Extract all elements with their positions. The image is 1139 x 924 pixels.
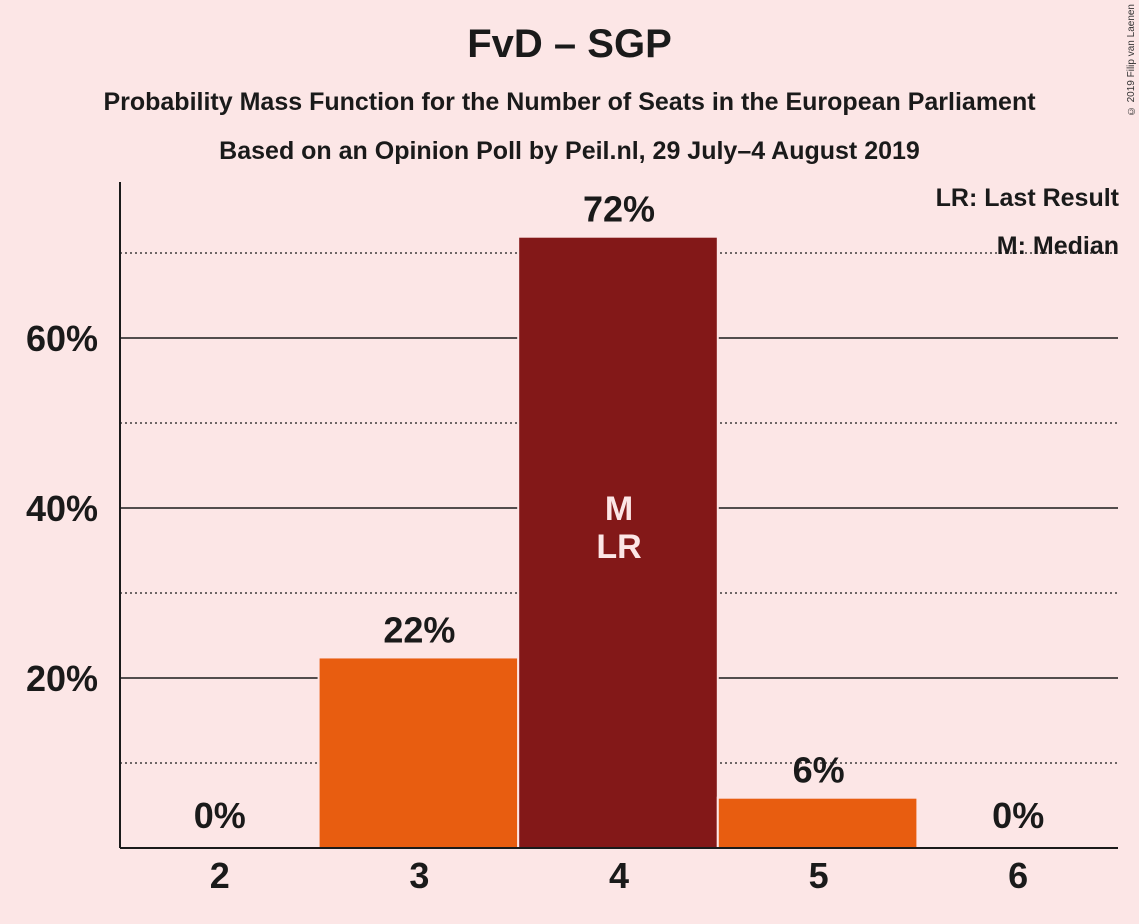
chart-subtitle-source: Based on an Opinion Poll by Peil.nl, 29 … (219, 137, 920, 165)
legend-median: M: Median (996, 232, 1119, 260)
bar-4 (519, 237, 717, 848)
chart-subtitle: Probability Mass Function for the Number… (103, 88, 1036, 116)
y-tick-label: 40% (26, 488, 98, 529)
bar-5 (718, 798, 917, 848)
bar-3 (319, 658, 518, 848)
bar-inner-label: M (605, 490, 633, 528)
data-label: 0% (194, 795, 246, 836)
x-tick-label: 4 (609, 855, 629, 896)
chart-title: FvD – SGP (467, 22, 672, 66)
legend-last-result: LR: Last Result (935, 184, 1119, 212)
data-label: 22% (383, 609, 455, 650)
x-tick-label: 2 (210, 855, 230, 896)
x-tick-label: 6 (1008, 855, 1028, 896)
y-tick-label: 60% (26, 318, 98, 359)
data-label: 72% (583, 189, 655, 230)
x-tick-label: 3 (409, 855, 429, 896)
y-tick-label: 20% (26, 658, 98, 699)
x-tick-label: 5 (809, 855, 829, 896)
bar-inner-label: LR (596, 528, 641, 566)
data-label: 0% (992, 795, 1044, 836)
data-label: 6% (793, 750, 845, 791)
